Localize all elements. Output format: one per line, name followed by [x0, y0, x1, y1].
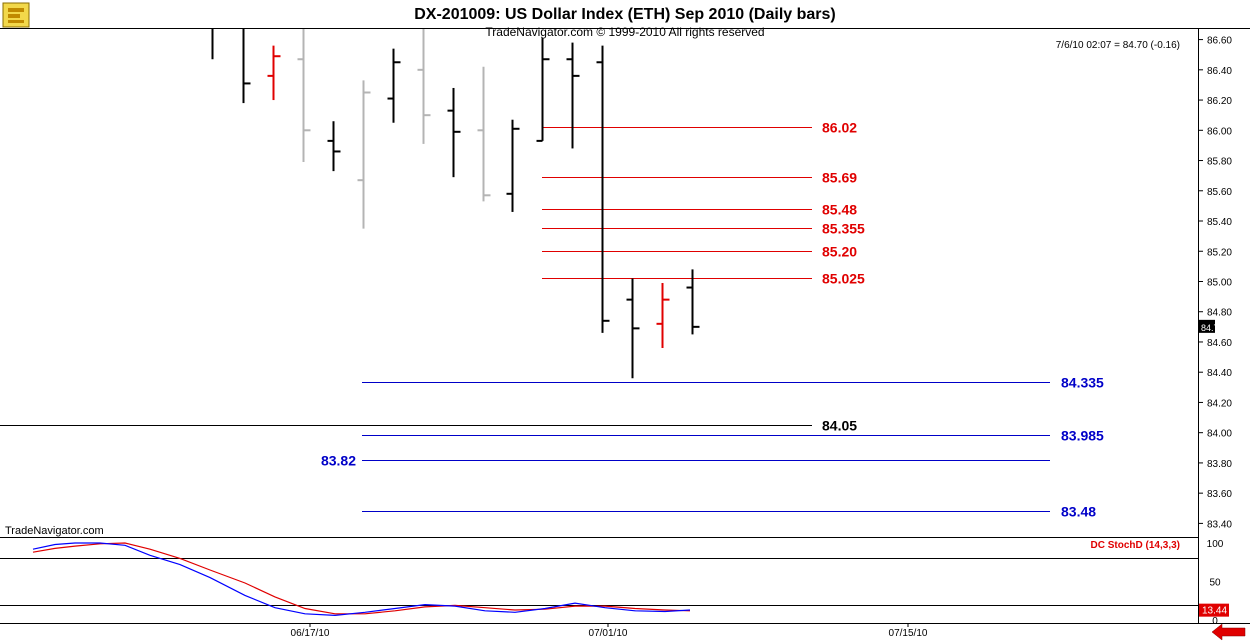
- ohlc-bar: [267, 45, 281, 101]
- axis-bottom-line: [0, 623, 1250, 624]
- y-tick-label: 84.20: [1207, 398, 1232, 409]
- x-tick-label: 06/17/10: [291, 628, 330, 639]
- last-price-box: [1199, 319, 1215, 333]
- ohlc-bar: [417, 29, 431, 144]
- y-tick-label: 83.80: [1207, 459, 1232, 470]
- x-tick-label: 07/15/10: [889, 628, 928, 639]
- stoch-k-line: [32, 542, 691, 617]
- chart-title: DX-201009: US Dollar Index (ETH) Sep 201…: [414, 6, 835, 23]
- ohlc-bar: [477, 66, 491, 202]
- y-tick-label: 85.40: [1207, 217, 1232, 228]
- y-tick-label: 84.00: [1207, 429, 1232, 440]
- level-label: 85.355: [822, 221, 865, 237]
- last-price-label: 84.70: [1201, 323, 1224, 333]
- ohlc-bar: [656, 283, 670, 349]
- y-tick-label: 86.40: [1207, 66, 1232, 77]
- ohlc-bar: [211, 29, 214, 60]
- ohlc-bar: [357, 80, 371, 229]
- header-divider: [0, 28, 1250, 29]
- scroll-left-arrow-icon[interactable]: [1211, 623, 1246, 641]
- ohlc-bar: [327, 121, 341, 172]
- y-tick-label: 84.60: [1207, 338, 1232, 349]
- y-tick-label: 83.60: [1207, 489, 1232, 500]
- ohlc-bar: [596, 45, 610, 333]
- ohlc-bar: [686, 269, 700, 335]
- level-label: 83.82: [321, 453, 356, 469]
- y-tick-label: 86.60: [1207, 36, 1232, 47]
- level-label: 84.05: [822, 418, 857, 434]
- y-tick-label: 85.60: [1207, 187, 1232, 198]
- y-tick-label: 86.20: [1207, 96, 1232, 107]
- level-label: 85.20: [822, 244, 857, 260]
- price-axis: 86.60 86.40 86.20 86.00 85.80 85.60 85.40 85.20…: [1198, 36, 1232, 530]
- ohlc-bar: [387, 48, 401, 123]
- y-tick-label: 85.20: [1207, 247, 1232, 258]
- level-label: 85.025: [822, 271, 865, 287]
- stoch-title: DC StochD (14,3,3): [1091, 540, 1180, 551]
- copyright-text: TradeNavigator.com © 1999-2010 All right…: [485, 25, 764, 39]
- y-tick-label: 85.80: [1207, 157, 1232, 168]
- ohlc-bar: [536, 38, 550, 142]
- level-label: 83.48: [1061, 504, 1096, 520]
- level-label: 84.335: [1061, 375, 1104, 391]
- x-tick-label: 07/01/10: [589, 628, 628, 639]
- y-tick-label: 86.00: [1207, 126, 1232, 137]
- stoch-last-label: 13.44: [1202, 606, 1227, 617]
- ohlc-bar: [566, 42, 580, 149]
- ohlc-bar: [242, 29, 251, 104]
- stoch-last-box: [1199, 603, 1229, 617]
- ohlc-bar: [506, 119, 520, 212]
- level-label: 83.985: [1061, 428, 1104, 444]
- level-label: 85.69: [822, 170, 857, 186]
- stoch-tick-label: 50: [1209, 578, 1221, 589]
- level-label: 85.48: [822, 202, 857, 218]
- watermark-text: TradeNavigator.com: [5, 525, 104, 537]
- ohlc-bar: [447, 87, 461, 178]
- ohlc-bar: [297, 29, 311, 163]
- y-tick-label: 83.40: [1207, 519, 1232, 530]
- stoch-lines: [32, 542, 691, 617]
- price-readout: 7/6/10 02:07 = 84.70 (-0.16): [1056, 40, 1180, 51]
- date-axis: 06/17/10 07/01/10 07/15/10: [291, 623, 928, 639]
- ohlc-bar: [626, 278, 640, 379]
- panel-divider: [0, 537, 1199, 538]
- stochastic-panel: 100 50 0 DC StochD (14,3,3) 13.44: [0, 539, 1229, 627]
- stoch-tick-label: 0: [1212, 616, 1218, 627]
- stoch-tick-label: 100: [1207, 539, 1224, 550]
- level-label: 86.02: [822, 120, 857, 136]
- tradenavigator-logo-icon[interactable]: [2, 2, 30, 28]
- y-tick-label: 85.00: [1207, 277, 1232, 288]
- price-axis-line: [1198, 29, 1199, 623]
- level-lines: 86.02 85.69 85.48 85.355 85.20 85.025 84.335 84…: [0, 120, 1104, 520]
- y-tick-label: 84.40: [1207, 368, 1232, 379]
- ohlc-bars: [211, 29, 700, 379]
- y-tick-label: 84.80: [1207, 308, 1232, 319]
